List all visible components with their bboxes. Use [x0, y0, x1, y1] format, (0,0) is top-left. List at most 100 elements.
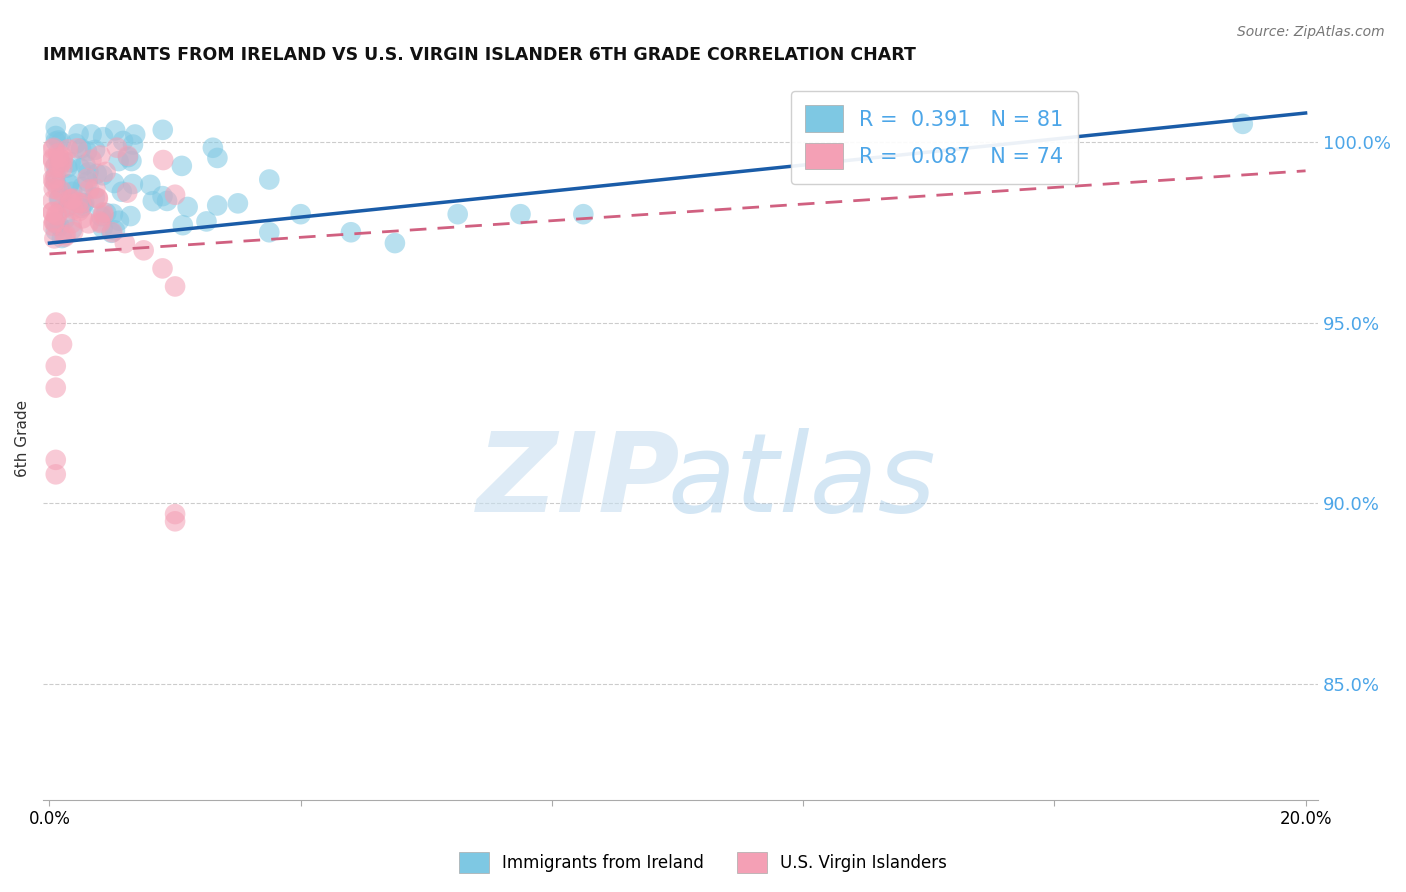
Point [66, 195, 89, 210]
Point [165, 507, 187, 521]
Point [84, 143, 107, 157]
Point [1232, 117, 1254, 131]
Point [46, 209, 69, 223]
Point [114, 236, 136, 251]
Point [42, 214, 65, 228]
Point [120, 154, 142, 169]
Point [56, 142, 79, 156]
Point [91, 130, 114, 145]
Point [51, 337, 73, 351]
Point [45, 135, 67, 149]
Point [290, 207, 312, 221]
Point [70, 201, 93, 215]
Point [89, 216, 111, 230]
Point [89, 148, 111, 162]
Text: ZIP: ZIP [477, 428, 681, 535]
Point [41, 219, 63, 233]
Point [46, 183, 69, 197]
Point [112, 134, 135, 148]
Point [45, 453, 67, 467]
Point [156, 194, 179, 208]
Point [41, 153, 63, 167]
Point [62, 191, 84, 205]
Point [67, 204, 90, 219]
Point [172, 218, 194, 232]
Point [45, 359, 67, 373]
Text: atlas: atlas [668, 428, 936, 535]
Point [89, 214, 111, 228]
Point [45, 467, 67, 482]
Point [73, 196, 96, 211]
Point [100, 226, 122, 240]
Point [44, 231, 66, 245]
Point [48, 133, 70, 147]
Point [94, 165, 117, 179]
Point [49, 156, 72, 170]
Point [41, 152, 63, 166]
Point [340, 225, 363, 239]
Point [72, 199, 94, 213]
Point [60, 192, 83, 206]
Point [69, 161, 91, 176]
Point [72, 180, 94, 194]
Point [76, 171, 98, 186]
Legend: R =  0.391   N = 81, R =  0.087   N = 74: R = 0.391 N = 81, R = 0.087 N = 74 [790, 91, 1078, 184]
Point [87, 192, 110, 206]
Point [59, 155, 82, 169]
Point [103, 176, 125, 190]
Point [111, 185, 134, 199]
Point [105, 141, 128, 155]
Point [80, 128, 103, 142]
Point [45, 381, 67, 395]
Point [104, 123, 127, 137]
Point [77, 216, 100, 230]
Point [77, 165, 100, 179]
Point [70, 196, 93, 211]
Point [58, 177, 80, 191]
Point [41, 142, 63, 156]
Point [195, 214, 218, 228]
Point [44, 161, 66, 175]
Point [259, 225, 281, 239]
Point [46, 146, 69, 161]
Point [165, 514, 187, 528]
Point [56, 199, 79, 213]
Point [45, 120, 67, 134]
Point [45, 208, 67, 222]
Point [45, 128, 67, 143]
Legend: Immigrants from Ireland, U.S. Virgin Islanders: Immigrants from Ireland, U.S. Virgin Isl… [451, 846, 955, 880]
Point [84, 181, 107, 195]
Point [226, 196, 249, 211]
Point [48, 150, 70, 164]
Point [96, 206, 118, 220]
Point [51, 161, 73, 175]
Point [572, 207, 595, 221]
Point [70, 142, 93, 156]
Point [117, 149, 139, 163]
Point [86, 191, 108, 205]
Point [45, 159, 67, 173]
Point [139, 178, 162, 192]
Point [152, 123, 174, 137]
Point [60, 185, 83, 199]
Point [45, 177, 67, 191]
Point [41, 205, 63, 219]
Point [165, 279, 187, 293]
Point [142, 194, 165, 209]
Point [45, 168, 67, 182]
Point [75, 157, 97, 171]
Point [44, 170, 66, 185]
Point [41, 194, 63, 208]
Point [52, 150, 75, 164]
Point [165, 187, 187, 202]
Text: Source: ZipAtlas.com: Source: ZipAtlas.com [1237, 25, 1385, 39]
Point [45, 216, 67, 230]
Point [86, 167, 108, 181]
Point [62, 202, 84, 217]
Point [59, 197, 82, 211]
Point [51, 184, 73, 198]
Point [45, 224, 67, 238]
Point [108, 213, 131, 227]
Point [44, 216, 66, 230]
Point [384, 236, 406, 251]
